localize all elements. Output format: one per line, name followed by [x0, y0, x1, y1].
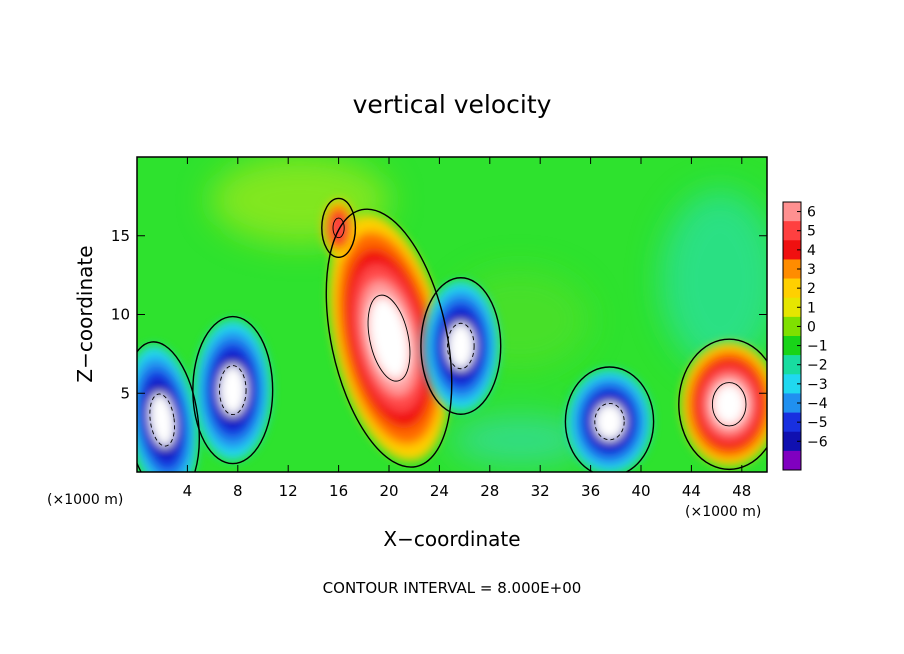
colorbar-label: −6 — [807, 434, 828, 450]
colorbar-cell — [783, 431, 801, 452]
colorbar-cell — [783, 412, 801, 433]
x-axis-unit-left: (×1000 m) — [47, 492, 123, 508]
colorbar-label: 6 — [807, 205, 816, 221]
x-tick-label: 4 — [183, 482, 193, 500]
updraft-level-ring — [713, 383, 746, 425]
colorbar-label: 0 — [807, 319, 816, 335]
field-blobs — [137, 199, 767, 472]
zero-contour — [321, 197, 357, 258]
inner-contour — [447, 322, 475, 370]
x-tick-label: 20 — [379, 482, 398, 500]
y-tick-label: 5 — [120, 384, 130, 402]
updraft-blob — [322, 199, 355, 256]
colorbar-label: 1 — [807, 300, 816, 316]
y-tick-label: 10 — [111, 306, 130, 324]
x-tick-label: 36 — [581, 482, 600, 500]
x-tick-label: 16 — [329, 482, 348, 500]
inner-contour — [149, 393, 175, 447]
x-axis-ticks: 4 8 12 16 20 24 28 32 36 40 44 48 — [183, 157, 751, 500]
x-tick-label: 12 — [279, 482, 298, 500]
colorbar-cell — [783, 393, 801, 413]
colorbar-frame — [782, 201, 802, 471]
colorbar-cell — [783, 355, 801, 375]
colorbar-cell — [783, 240, 801, 260]
colorbar-cell — [783, 278, 801, 299]
colorbar-label: −2 — [807, 358, 828, 374]
colorbar-cell — [783, 316, 801, 337]
colorbar-label: 3 — [807, 262, 816, 278]
downdraft-blob — [194, 320, 271, 461]
bg-cyan-low-region — [450, 415, 590, 465]
colorbar-cell — [783, 221, 801, 241]
chart-title: vertical velocity — [353, 90, 552, 119]
inner-contour — [332, 217, 345, 239]
contour-interval-note: CONTOUR INTERVAL = 8.000E+00 — [323, 579, 582, 597]
downdraft-level-ring — [447, 322, 475, 370]
colorbar-cell — [783, 450, 801, 471]
x-tick-label: 40 — [631, 482, 650, 500]
plot-area — [137, 157, 767, 472]
contour-lines — [137, 197, 767, 472]
colorbar: 6 5 4 3 2 1 0 −1 −2 −3 −4 −5 −6 — [782, 201, 828, 471]
zero-contour — [420, 277, 502, 415]
downdraft-level-ring — [149, 393, 175, 447]
updraft-blob — [329, 215, 449, 461]
zero-contour — [137, 341, 200, 472]
x-tick-label: 48 — [732, 482, 751, 500]
colorbar-cell — [783, 374, 801, 394]
downdraft-level-ring — [219, 364, 247, 416]
inner-contour — [711, 382, 747, 427]
downdraft-blob — [422, 281, 499, 411]
colorbar-cell — [783, 259, 801, 279]
zero-contour — [678, 338, 767, 471]
x-tick-label: 32 — [531, 482, 550, 500]
downdraft-blob — [137, 345, 198, 472]
zero-contour — [325, 208, 453, 468]
inner-contour — [594, 402, 625, 441]
y-axis-ticks: 5 10 15 — [111, 227, 767, 402]
colorbar-label: 4 — [807, 243, 816, 259]
colorbar-cell — [783, 202, 801, 222]
y-tick-label: 15 — [111, 227, 130, 245]
downdraft-blob — [567, 369, 652, 472]
updraft-level-ring — [369, 297, 409, 380]
colorbar-label: −4 — [807, 396, 828, 412]
zero-contour — [564, 366, 655, 472]
colorbar-cell — [783, 297, 801, 318]
zero-contour — [192, 315, 274, 465]
x-tick-label: 8 — [233, 482, 243, 500]
bg-cyan-region — [660, 190, 767, 370]
x-tick-label: 28 — [480, 482, 499, 500]
downdraft-level-ring — [594, 402, 625, 441]
colorbar-label: 5 — [807, 224, 816, 240]
x-tick-label: 44 — [682, 482, 701, 500]
inner-contour — [367, 294, 411, 382]
x-axis-unit-right: (×1000 m) — [685, 504, 761, 520]
updraft-level-ring — [332, 216, 345, 240]
colorbar-label: −3 — [807, 377, 828, 393]
inner-contour — [219, 365, 247, 416]
colorbar-label: −5 — [807, 415, 828, 431]
y-axis-label: Z−coordinate — [73, 245, 97, 382]
updraft-blob — [681, 342, 767, 467]
x-tick-label: 24 — [430, 482, 449, 500]
colorbar-label: −1 — [807, 339, 828, 355]
colorbar-cell — [783, 336, 801, 356]
x-axis-label: X−coordinate — [383, 527, 520, 551]
colorbar-label: 2 — [807, 281, 816, 297]
